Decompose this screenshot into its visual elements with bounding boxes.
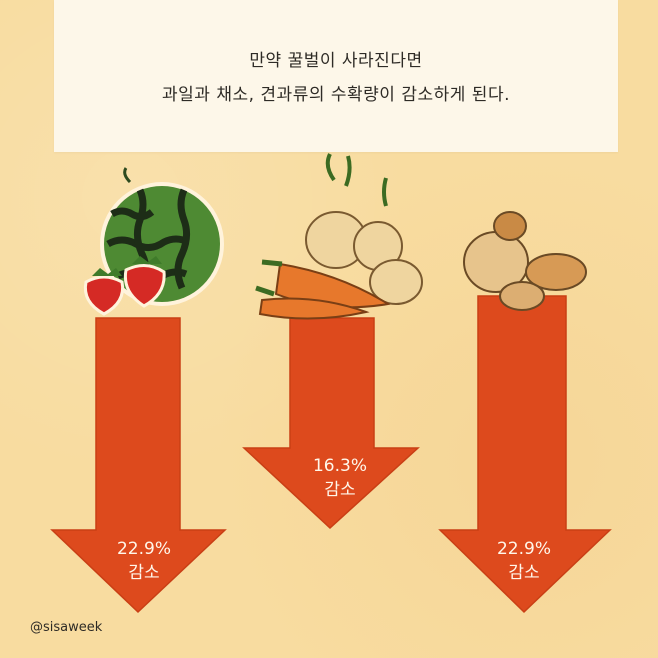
headline: 만약 꿀벌이 사라진다면 [249, 51, 423, 71]
arrow-label-nut: 22.9% 감소 [464, 537, 584, 585]
percent-nut: 22.9% [496, 539, 551, 559]
vegetable-icon [255, 153, 423, 320]
arrow-vegetable [242, 317, 420, 530]
arrow-fruit [50, 317, 227, 614]
percent-vegetable: 16.3% [312, 456, 367, 476]
decrease-label-fruit: 감소 [128, 563, 160, 583]
decrease-label-nut: 감소 [508, 563, 540, 583]
nut-icon [463, 211, 587, 311]
decrease-label-vegetable: 감소 [324, 480, 356, 500]
arrow-label-vegetable: 16.3% 감소 [280, 454, 400, 502]
credit-text: @sisaweek [30, 620, 103, 635]
percent-fruit: 22.9% [116, 539, 171, 559]
strawberry-icon [83, 256, 166, 316]
title-card: 만약 꿀벌이 사라진다면 과일과 채소, 견과류의 수확량이 감소하게 된다. [54, 0, 618, 152]
subheadline: 과일과 채소, 견과류의 수확량이 감소하게 된다. [162, 85, 510, 105]
arrow-label-fruit: 22.9% 감소 [84, 537, 204, 585]
arrow-nut [438, 295, 612, 614]
